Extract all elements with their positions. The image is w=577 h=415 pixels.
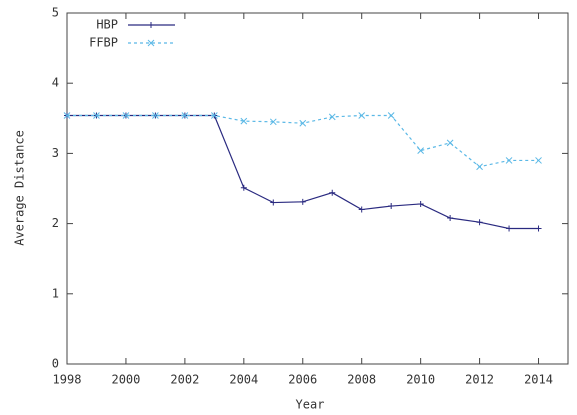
data-point xyxy=(447,214,454,221)
series-line xyxy=(67,114,539,230)
data-point xyxy=(535,225,542,232)
x-tick-label: 2008 xyxy=(347,373,376,387)
data-point xyxy=(329,189,336,196)
y-tick-label: 5 xyxy=(52,6,59,20)
y-tick-label: 3 xyxy=(52,146,59,160)
data-point xyxy=(476,163,483,171)
data-point xyxy=(181,112,189,119)
data-point xyxy=(358,112,366,119)
data-point xyxy=(240,117,248,125)
legend-label: HBP xyxy=(96,18,118,32)
data-point xyxy=(417,147,425,154)
y-tick-label: 1 xyxy=(52,286,59,300)
data-point xyxy=(328,113,336,121)
x-tick-label: 2012 xyxy=(465,373,494,387)
data-point xyxy=(299,119,307,127)
data-point xyxy=(299,198,306,205)
x-tick-label: 2000 xyxy=(111,373,140,387)
data-point xyxy=(270,199,277,206)
x-axis-label: Year xyxy=(296,398,325,412)
data-point xyxy=(240,184,247,191)
x-tick-label: 2014 xyxy=(524,373,553,387)
y-axis-label: Average Distance xyxy=(13,130,27,246)
data-point xyxy=(506,225,513,232)
legend-marker xyxy=(147,39,155,47)
data-point xyxy=(210,112,218,119)
y-tick-label: 4 xyxy=(52,76,59,90)
data-point xyxy=(505,157,513,164)
x-tick-label: 1998 xyxy=(53,373,82,387)
data-point xyxy=(476,219,483,226)
data-point xyxy=(63,112,71,119)
data-point xyxy=(122,112,130,119)
x-tick-label: 2006 xyxy=(288,373,317,387)
legend-marker xyxy=(148,22,154,28)
legend-label: FFBP xyxy=(89,36,118,50)
data-point xyxy=(93,112,100,119)
data-point xyxy=(269,118,277,126)
y-tick-label: 2 xyxy=(52,216,59,230)
y-tick-label: 0 xyxy=(52,357,59,371)
x-tick-label: 2004 xyxy=(229,373,258,387)
data-point xyxy=(417,200,424,207)
plot-frame xyxy=(66,12,569,365)
data-point xyxy=(152,112,159,119)
data-point xyxy=(358,206,365,213)
data-point xyxy=(387,112,395,119)
data-point xyxy=(446,139,454,147)
data-point xyxy=(388,203,395,210)
data-point xyxy=(535,157,542,164)
x-tick-label: 2002 xyxy=(170,373,199,387)
x-tick-label: 2010 xyxy=(406,373,435,387)
